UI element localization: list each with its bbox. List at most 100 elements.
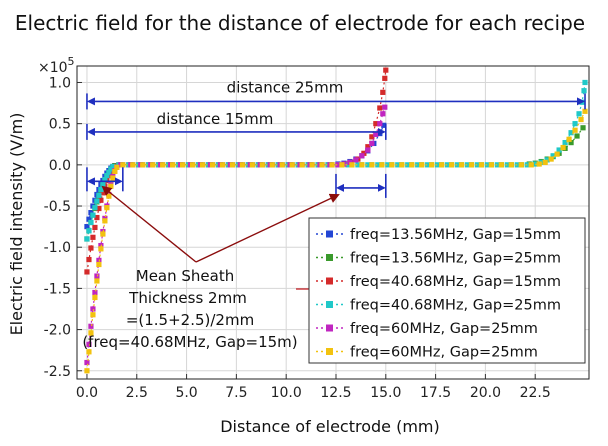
data-point (365, 162, 371, 168)
data-point (219, 162, 226, 168)
legend-item-3: freq=40.68MHz, Gap=15mm (316, 274, 561, 290)
data-point (86, 256, 92, 263)
sheath-pointer-arrow (101, 185, 197, 263)
plot-frame (76, 65, 590, 380)
data-point (576, 111, 582, 117)
data-point (536, 161, 542, 167)
sheath-text-line: Thickness 2mm (128, 289, 247, 307)
data-point (550, 153, 556, 159)
y-tick-label: -1.5 (44, 281, 71, 297)
distance-15-label: distance 15mm (157, 110, 274, 128)
data-point (369, 140, 375, 147)
data-point (373, 121, 379, 127)
data-point (484, 162, 490, 168)
data-point (353, 157, 359, 163)
data-point (548, 156, 554, 162)
data-point (444, 162, 451, 168)
legend-item-6: freq=60MHz, Gap=25mm (316, 345, 538, 361)
data-point (365, 147, 371, 153)
y-tick-label: -2.0 (44, 323, 71, 339)
x-tick-label: 17.5 (420, 385, 451, 401)
data-point (92, 224, 98, 231)
data-point (90, 312, 96, 318)
series-line (86, 125, 385, 227)
ticks-layer: 0.0 2.5 5.0 7.5 10.0 12.5 15.0 17.5 20.0 22.5 1.0 0… (44, 75, 551, 401)
data-point (399, 162, 405, 168)
x-axis-label: Distance of electrode (mm) (220, 417, 440, 436)
legend-label: freq=13.56MHz, Gap=25mm (350, 251, 561, 267)
legend-box (308, 217, 586, 364)
data-point (94, 214, 100, 221)
data-point (514, 162, 520, 168)
data-point (572, 121, 578, 127)
data-point (150, 162, 156, 168)
legend-marker (326, 277, 333, 285)
data-point (140, 162, 146, 168)
legend-marker (326, 301, 333, 308)
data-point (560, 144, 566, 151)
data-point (88, 245, 94, 251)
data-point (582, 79, 588, 86)
x-tick-label: 12.5 (320, 385, 351, 401)
data-point (415, 162, 421, 168)
legend-item-1: freq=13.56MHz, Gap=15mm (316, 227, 561, 243)
data-point (339, 162, 345, 168)
data-point (425, 162, 431, 168)
legend-label: freq=13.56MHz, Gap=15mm (350, 227, 561, 243)
data-point (86, 216, 92, 222)
data-point (319, 162, 325, 168)
data-point (474, 162, 481, 168)
data-point (88, 330, 94, 336)
data-point (464, 162, 471, 168)
data-point (112, 168, 118, 175)
data-point (572, 127, 578, 133)
data-point (86, 228, 92, 234)
y-tick-label: 0.5 (49, 117, 71, 133)
data-point (349, 162, 355, 168)
data-point (381, 122, 387, 128)
data-point (379, 162, 385, 168)
data-point (574, 133, 580, 139)
gap-pointer-arrow (195, 193, 340, 263)
data-point (106, 169, 112, 175)
data-point (566, 136, 572, 142)
data-point (478, 162, 485, 168)
data-point (100, 182, 106, 188)
chart-title: Electric field for the distance of elect… (15, 11, 585, 35)
x-tick-label: 10.0 (271, 385, 302, 401)
data-point (429, 162, 435, 168)
data-point (494, 162, 500, 168)
data-point (395, 162, 401, 168)
legend: freq=13.56MHz, Gap=15mm freq=13.56MHz, Ga… (308, 217, 586, 364)
data-point (389, 162, 395, 168)
y-axis-label: Electric field intensity (V/m) (7, 113, 26, 336)
legend-item-2: freq=13.56MHz, Gap=25mm (316, 251, 561, 267)
data-point (309, 162, 315, 168)
data-point (94, 198, 100, 204)
data-point (96, 205, 102, 212)
sheath-text-line: (freq=40.68MHz, Gap=15m) (82, 333, 297, 351)
data-point (84, 368, 90, 374)
sheath-text-line: =(1.5+2.5)/2mm (126, 311, 254, 329)
distance-25-label: distance 25mm (227, 78, 344, 96)
data-point (383, 67, 389, 73)
data-point (110, 175, 116, 181)
data-point (86, 341, 92, 348)
data-point (579, 99, 585, 105)
data-point (100, 231, 106, 237)
y-tick-label: 0.0 (49, 158, 71, 174)
data-point (130, 162, 136, 168)
data-point (568, 130, 574, 136)
y-tick-label: -2.5 (44, 364, 71, 380)
data-point (94, 278, 100, 284)
data-point (380, 89, 386, 95)
y-multiplier-exp: 5 (68, 55, 75, 68)
y-multiplier: ×105 (38, 55, 75, 76)
x-tick-label: 0.0 (76, 385, 98, 401)
data-point (556, 147, 562, 153)
data-point (405, 162, 411, 168)
data-point (508, 162, 514, 168)
data-point (542, 159, 548, 165)
x-tick-label: 2.5 (126, 385, 148, 401)
